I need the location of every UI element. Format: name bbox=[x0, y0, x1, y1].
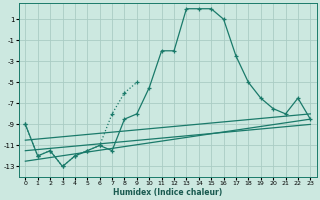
X-axis label: Humidex (Indice chaleur): Humidex (Indice chaleur) bbox=[113, 188, 222, 197]
